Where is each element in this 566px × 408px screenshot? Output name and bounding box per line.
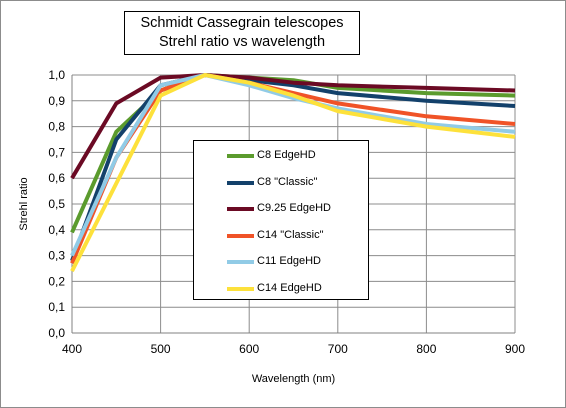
legend-swatch [227,154,254,158]
series-line [70,73,516,273]
legend-item: C14 EdgeHD [194,281,366,297]
series-line [70,73,516,257]
legend-swatch [227,286,254,291]
series-line [70,73,516,180]
x-tick-label: 700 [328,342,348,356]
x-axis-ticks: 400 500 600 700 800 900 [62,342,525,356]
x-tick-label: 400 [62,342,82,356]
legend-item: C8 "Classic" [194,175,366,191]
x-tick-label: 900 [505,342,525,356]
y-tick-label: 0,2 [48,274,65,288]
y-tick-label: 0,9 [48,94,65,108]
series-line [70,73,516,262]
y-tick-label: 0,7 [48,145,65,159]
y-tick-label: 0,1 [48,300,65,314]
y-axis-label: Strehl ratio [18,177,30,230]
legend-label: C8 EdgeHD [257,149,316,161]
y-axis-ticks: 0,0 0,1 0,2 0,3 0,4 0,5 0,6 0,7 0,8 0,9 1,0 [48,68,65,340]
legend-label: C11 EdgeHD [257,255,321,267]
x-tick-label: 500 [151,342,171,356]
y-tick-label: 1,0 [48,68,65,82]
legend-item: C9.25 EdgeHD [194,201,366,217]
legend-label: C8 "Classic" [257,175,318,188]
plot-area [71,75,515,334]
legend-label: C14 "Classic" [257,228,324,241]
y-tick-label: 0,3 [48,249,65,263]
legend-swatch [227,207,254,211]
legend-swatch [227,260,254,264]
y-tick-label: 0,6 [48,171,65,185]
y-tick-label: 0,4 [48,223,65,237]
legend: C8 EdgeHD C8 "Classic" C9.25 EdgeHD C14 "Cl… [193,140,369,300]
legend-label: C14 EdgeHD [257,281,322,294]
x-tick-label: 600 [239,342,259,356]
x-axis-label: Wavelength (nm) [252,373,335,385]
y-tick-label: 0,5 [48,197,65,211]
y-tick-label: 0,0 [48,326,65,340]
legend-swatch [227,180,254,185]
legend-item: C14 "Classic" [194,228,366,244]
chart-title-line-1: Schmidt Cassegrain telescopes [140,15,344,31]
legend-item: C11 EdgeHD [194,254,366,270]
x-tick-label: 800 [416,342,436,356]
y-tick-label: 0,8 [48,120,65,134]
chart-title: Schmidt Cassegrain telescopes Strehl rat… [124,11,360,55]
series-lines [70,73,516,273]
chart-title-line-2: Strehl ratio vs wavelength [158,34,326,50]
legend-label: C9.25 EdgeHD [257,202,331,214]
legend-item: C8 EdgeHD [194,148,366,164]
legend-swatch [227,233,254,238]
